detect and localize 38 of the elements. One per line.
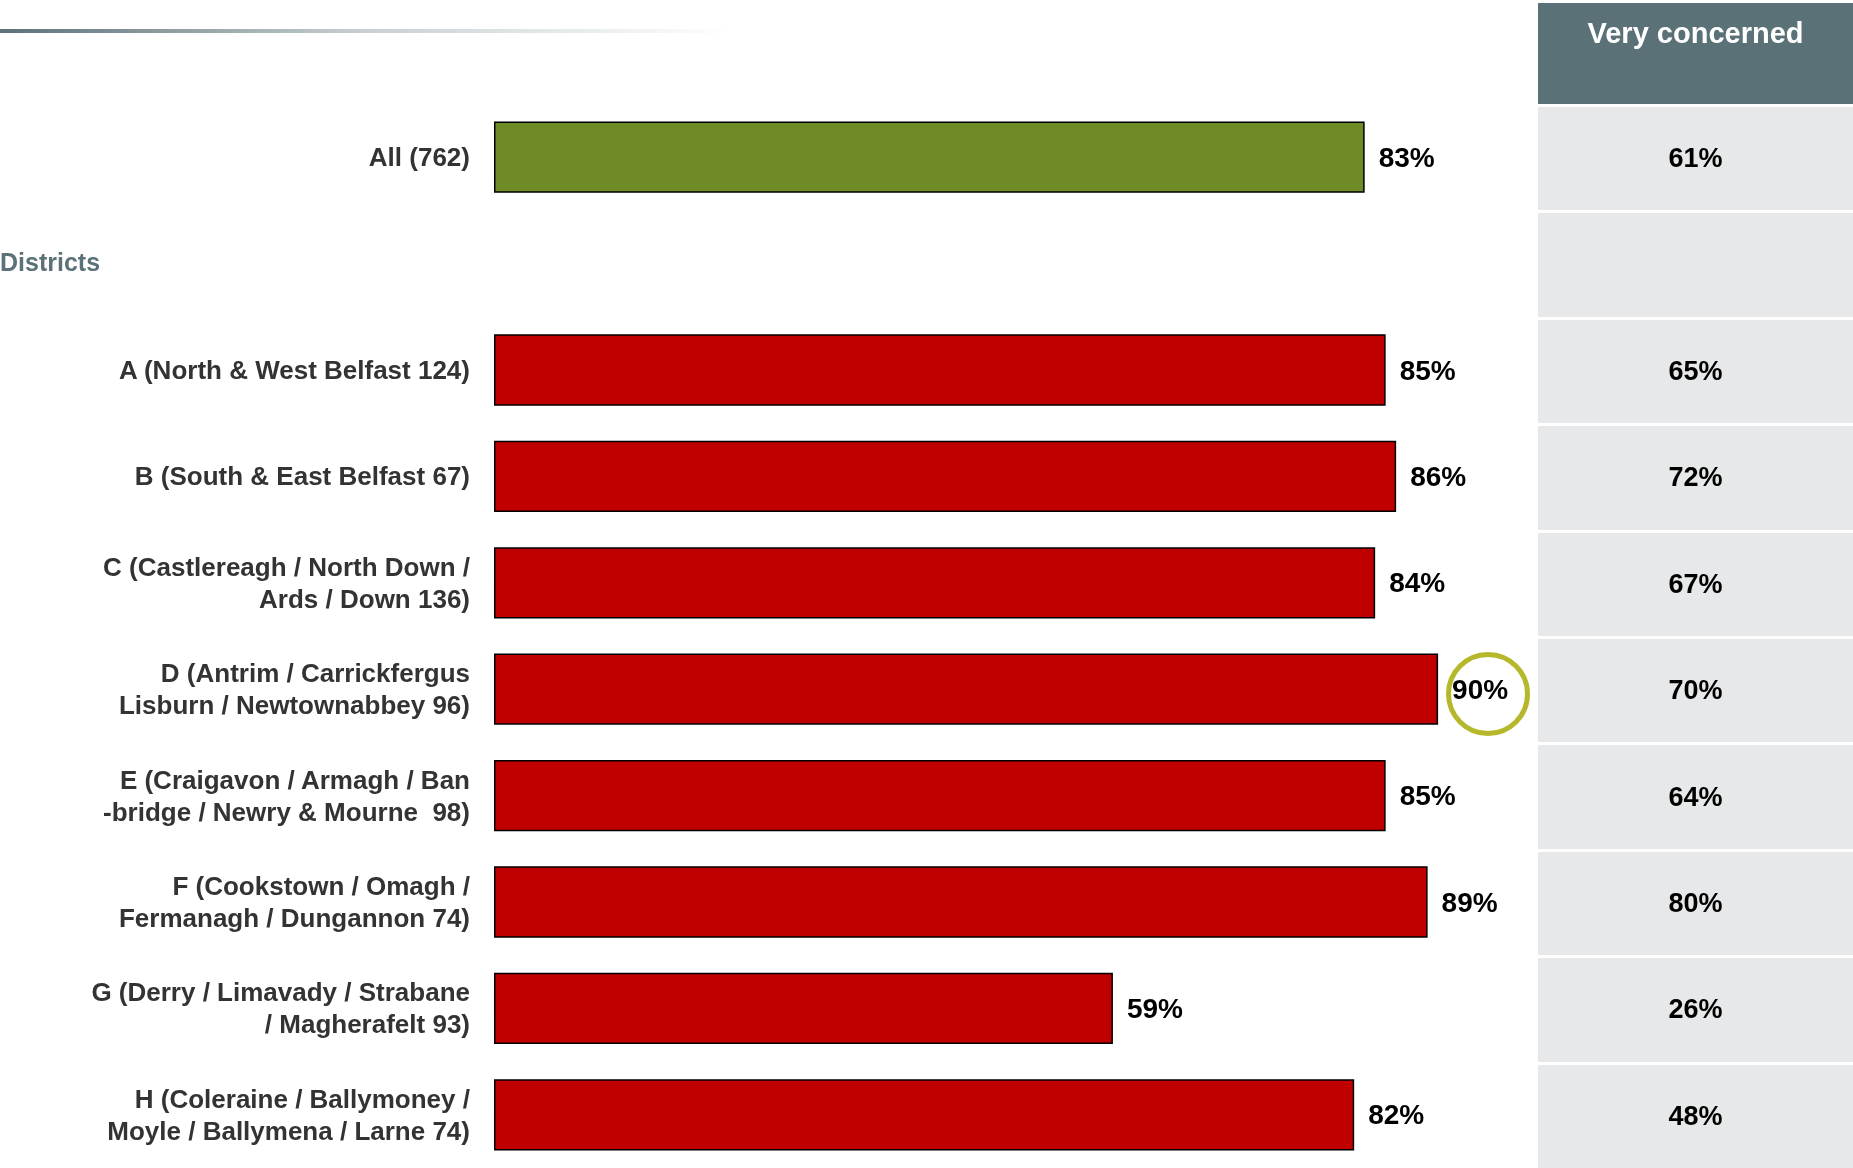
data-label: 82% [1368, 1099, 1425, 1131]
y-tick-label: C (Castlereagh / North Down / Ards / Down 136) [103, 551, 470, 614]
y-tick-label: H (Coleraine / Ballymoney / Moyle / Ballymena / Larne 74) [107, 1083, 470, 1146]
text: 64% [1668, 781, 1723, 813]
text: 48% [1668, 1100, 1723, 1132]
y-tick-label: F (Cookstown / Omagh / Fermanagh / Dungannon 74) [118, 871, 470, 933]
text: 70% [1668, 675, 1723, 707]
text: 65% [1668, 355, 1723, 387]
data-label: 90% [1452, 673, 1509, 705]
text: 67% [1668, 568, 1723, 600]
data-label: 83% [1378, 141, 1435, 173]
text: 72% [1668, 462, 1723, 494]
y-tick-label: D (Antrim / Carrickfergus Lisburn / Newtownabbey 96) [118, 658, 470, 721]
bar [494, 759, 1386, 832]
bar [494, 334, 1386, 406]
y-tick-label: G (Derry / Limavady / Strabane / Magherafelt 93) [91, 977, 470, 1040]
bar [494, 653, 1439, 725]
bar [494, 440, 1397, 513]
y-tick-label: All (762) [368, 142, 470, 173]
bar [494, 1079, 1355, 1151]
bar [494, 972, 1113, 1045]
text: 61% [1668, 143, 1723, 175]
y-tick-label: B (South & East Belfast 67) [134, 461, 470, 492]
bar [494, 866, 1428, 938]
text: Districts [0, 248, 101, 277]
data-label: 89% [1441, 886, 1498, 918]
bar [494, 547, 1376, 619]
data-label: 85% [1399, 354, 1456, 386]
data-label: 86% [1410, 460, 1467, 492]
text: 26% [1668, 994, 1723, 1026]
y-tick-label: A (North & West Belfast 124) [118, 355, 470, 385]
data-label: 85% [1399, 780, 1456, 812]
bar [494, 121, 1365, 193]
data-label: 59% [1126, 992, 1184, 1024]
text: 80% [1668, 887, 1723, 919]
text: Very concerned [1538, 3, 1853, 104]
data-label: 84% [1389, 567, 1446, 599]
y-tick-label: E (Craigavon / Armagh / Ban -bridge / Newry & Mourne 98) [103, 764, 470, 827]
